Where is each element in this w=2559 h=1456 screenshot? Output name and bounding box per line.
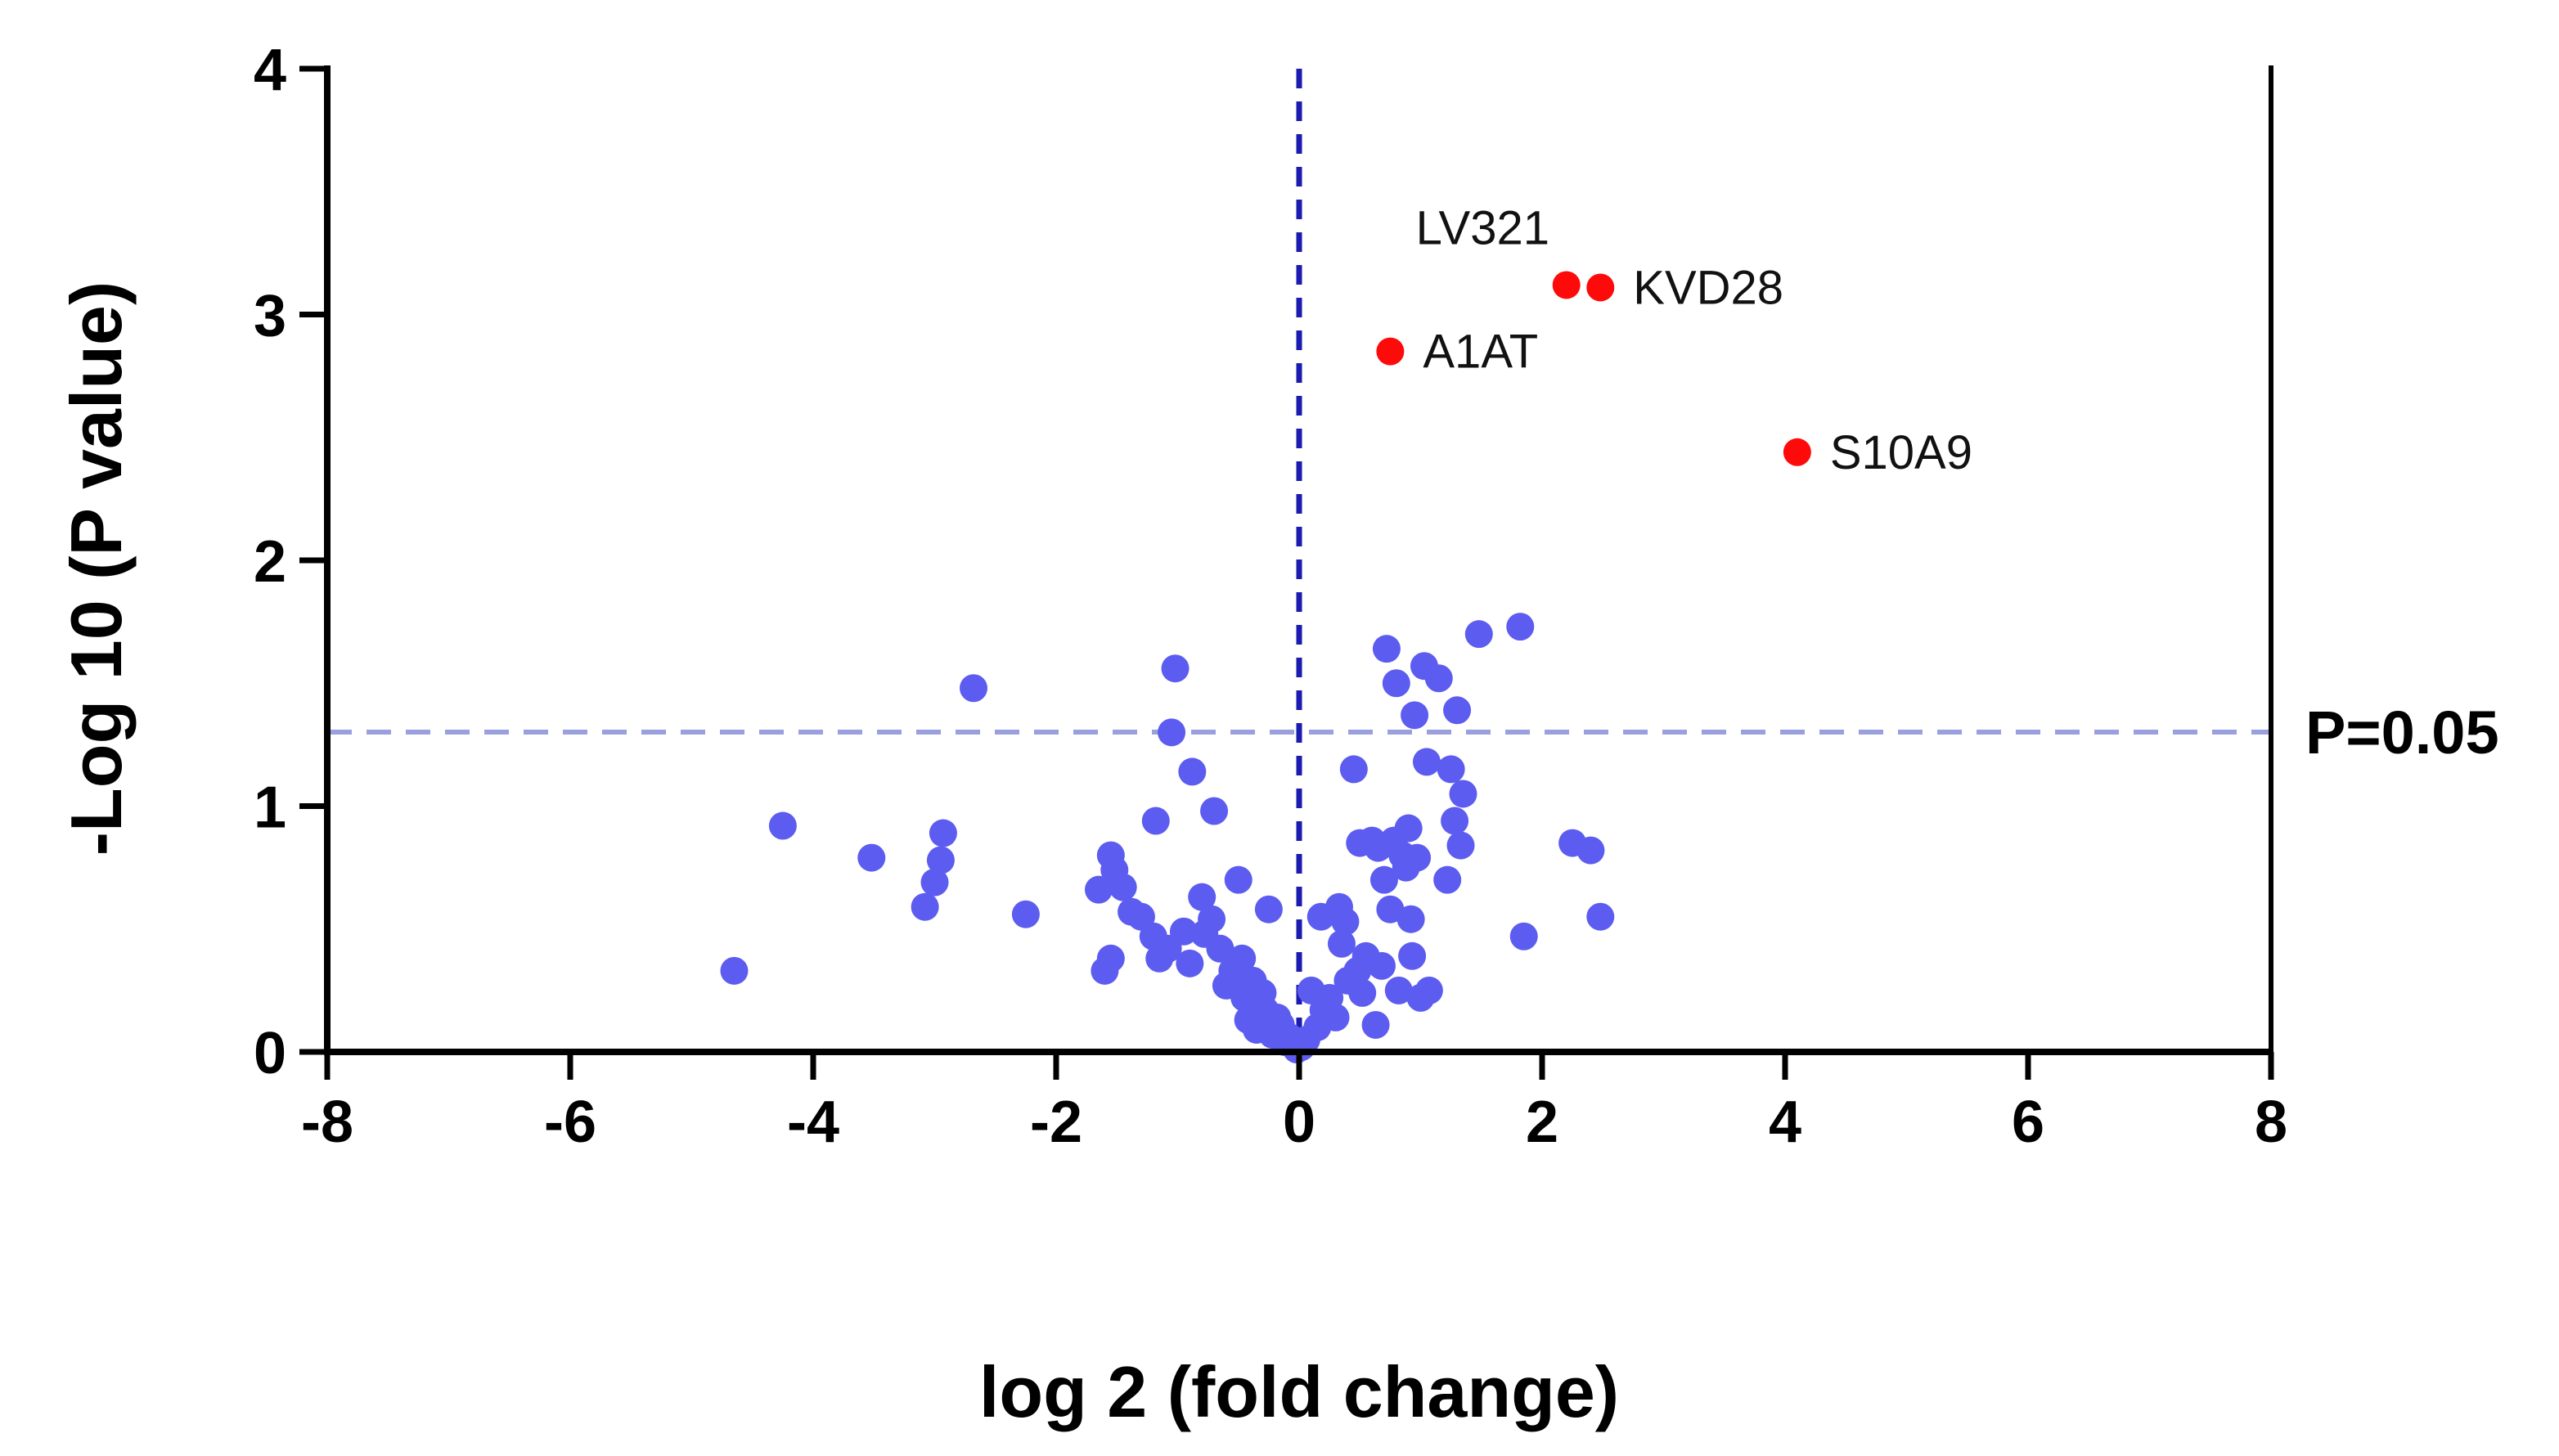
data-point <box>1178 757 1207 786</box>
data-point <box>926 846 955 874</box>
significant-point <box>1376 337 1405 366</box>
data-point <box>1382 669 1410 698</box>
x-tick-label: 8 <box>2255 1090 2287 1155</box>
point-labels: LV321 KVD28 A1AT S10A9 <box>1416 201 1972 479</box>
data-point <box>1109 873 1137 901</box>
data-point <box>1424 664 1453 693</box>
point-label: A1AT <box>1423 326 1538 379</box>
y-axis-ticks: 0 1 2 3 4 <box>254 38 327 1086</box>
data-point <box>911 892 939 921</box>
point-label: KVD28 <box>1633 261 1783 314</box>
data-point <box>1198 905 1226 933</box>
data-point <box>1367 951 1396 980</box>
x-tick-label: -8 <box>301 1090 353 1155</box>
data-point <box>1433 865 1462 894</box>
data-point <box>1321 1003 1350 1031</box>
data-point <box>1396 905 1425 933</box>
data-point <box>1437 755 1465 784</box>
data-point <box>1384 976 1413 1004</box>
data-point <box>1441 807 1469 835</box>
data-point <box>1586 902 1615 931</box>
x-tick-label: 4 <box>1769 1090 1801 1155</box>
data-point <box>1446 831 1475 860</box>
data-point <box>1158 718 1186 747</box>
threshold-label: P=0.05 <box>2305 699 2499 766</box>
data-point <box>1464 620 1493 649</box>
significant-point <box>1783 438 1811 466</box>
data-point <box>1403 843 1432 872</box>
x-tick-label: -2 <box>1030 1090 1082 1155</box>
x-axis-title: log 2 (fold change) <box>979 1351 1619 1432</box>
data-point <box>1509 922 1538 950</box>
data-point <box>1414 976 1443 1004</box>
data-point <box>920 868 949 897</box>
data-point <box>1176 949 1204 977</box>
data-point <box>1188 883 1217 911</box>
data-point <box>1449 780 1477 808</box>
data-point <box>1011 900 1040 928</box>
y-tick-label: 0 <box>254 1021 286 1086</box>
data-point <box>768 811 797 840</box>
y-tick-label: 4 <box>254 38 286 103</box>
data-point <box>1506 613 1535 641</box>
data-point <box>1369 865 1398 894</box>
data-point <box>960 674 988 703</box>
y-tick-label: 2 <box>254 529 286 595</box>
y-tick-label: 1 <box>254 775 286 841</box>
significant-point <box>1586 273 1615 302</box>
data-point <box>1254 895 1283 923</box>
data-point <box>1228 944 1257 973</box>
x-tick-label: -6 <box>544 1090 596 1155</box>
data-point <box>1394 814 1423 843</box>
data-point <box>1200 797 1229 825</box>
x-tick-label: 6 <box>2012 1090 2044 1155</box>
data-point <box>1401 701 1429 730</box>
point-label: LV321 <box>1416 201 1549 254</box>
data-point <box>1169 917 1198 946</box>
data-point <box>857 843 886 872</box>
y-axis-title: -Log 10 (P value) <box>56 281 137 856</box>
data-point <box>1376 895 1405 923</box>
x-tick-label: -4 <box>787 1090 839 1155</box>
point-label: S10A9 <box>1830 426 1972 479</box>
data-point <box>1443 696 1472 725</box>
data-point <box>1372 635 1401 663</box>
data-point <box>1348 978 1377 1007</box>
data-point <box>1331 907 1360 936</box>
data-point <box>1576 836 1605 865</box>
data-points <box>720 271 1811 1063</box>
data-point <box>1412 748 1441 776</box>
significant-point <box>1552 271 1581 299</box>
data-point <box>1161 654 1190 683</box>
data-point <box>1096 944 1125 973</box>
data-point <box>1206 934 1235 963</box>
x-tick-label: 0 <box>1283 1090 1315 1155</box>
data-point <box>720 956 749 985</box>
x-axis-ticks: -8 -6 -4 -2 0 2 4 6 8 <box>301 1052 2287 1155</box>
data-point <box>1398 941 1427 970</box>
data-point <box>1141 807 1170 835</box>
data-point <box>1327 929 1356 958</box>
data-point <box>1224 865 1253 894</box>
data-point <box>929 819 957 847</box>
data-point <box>1339 755 1368 784</box>
data-point <box>1361 1010 1390 1039</box>
y-tick-label: 3 <box>254 284 286 349</box>
data-point <box>1084 875 1113 904</box>
x-tick-label: 2 <box>1526 1090 1558 1155</box>
